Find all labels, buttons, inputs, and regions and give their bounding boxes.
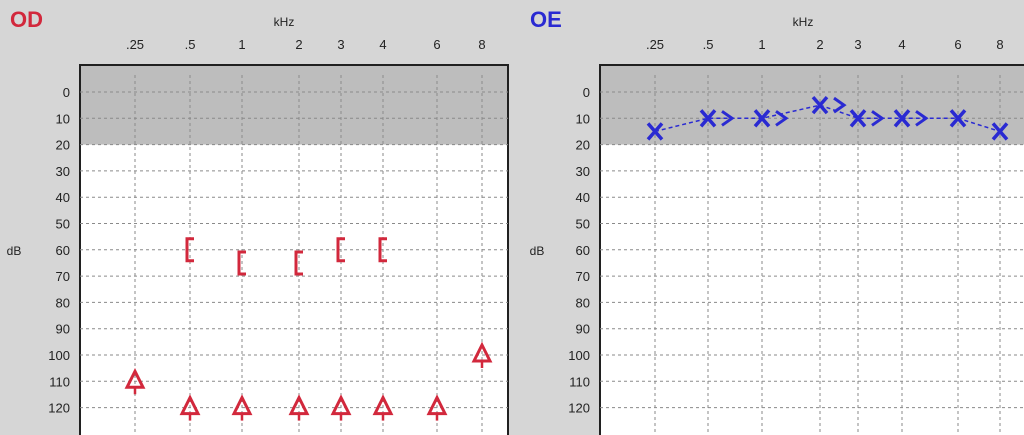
x-tick-label: 2 — [295, 37, 302, 52]
normal-hearing-band — [80, 65, 508, 145]
y-tick-label: 70 — [56, 269, 70, 284]
y-tick-label: 0 — [63, 85, 70, 100]
od-audiogram-panel: 0 10 20 30 40 50 60 70 80 90 100 110 120 .25 .5 1 2 3 4 6 8 O… — [7, 7, 509, 435]
masked-bone-marker — [871, 110, 885, 127]
y-tick-label: 30 — [56, 164, 70, 179]
air-conduction-marker — [991, 122, 1009, 141]
x-tick-label: 6 — [954, 37, 961, 52]
x-tick-label: .5 — [185, 37, 196, 52]
y-tick-label: 90 — [56, 322, 70, 337]
x-tick-label: 8 — [996, 37, 1003, 52]
x-tick-label: 8 — [478, 37, 485, 52]
y-tick-label: 110 — [49, 374, 70, 389]
y-axis-label: dB — [530, 244, 545, 258]
y-tick-label: 0 — [583, 85, 590, 100]
x-tick-label: .25 — [646, 37, 664, 52]
air-conduction-marker — [849, 109, 867, 128]
x-tick-label: .5 — [703, 37, 714, 52]
y-tick-label: 80 — [56, 295, 70, 310]
y-tick-label: 60 — [576, 243, 590, 258]
x-tick-label: 3 — [337, 37, 344, 52]
air-conduction-marker — [811, 95, 829, 115]
air-conduction-marker — [893, 109, 911, 128]
oe-audiogram-panel: 0 10 20 30 40 50 60 70 80 90 100 110 120 .25 .5 1 2 3 4 6 8 O… — [530, 7, 1024, 435]
masked-bone-marker — [721, 110, 735, 127]
x-tick-label: 6 — [433, 37, 440, 52]
series-line — [654, 104, 1001, 133]
air-conduction-marker — [699, 109, 717, 128]
bone-conduction-marker — [237, 250, 246, 276]
masked-bone-marker — [915, 110, 929, 127]
air-conduction-marker — [949, 109, 967, 128]
air-conduction-marker — [753, 109, 771, 128]
y-tick-label: 70 — [576, 269, 590, 284]
y-tick-label: 40 — [56, 190, 70, 205]
bone-conduction-marker — [185, 237, 194, 263]
bone-conduction-marker — [294, 250, 303, 276]
x-tick-label: 1 — [758, 37, 765, 52]
y-tick-label: 110 — [569, 374, 590, 389]
y-axis-label: dB — [7, 244, 22, 258]
x-tick-label: 3 — [854, 37, 861, 52]
x-tick-label: 4 — [379, 37, 386, 52]
x-tick-label: 1 — [238, 37, 245, 52]
x-tick-label: 2 — [816, 37, 823, 52]
masked-bone-marker — [775, 110, 789, 127]
masked-bone-marker — [833, 96, 847, 114]
plot-frame — [599, 64, 1024, 435]
y-tick-label: 120 — [568, 401, 590, 416]
y-tick-label: 50 — [576, 217, 590, 232]
y-tick-label: 40 — [576, 190, 590, 205]
bone-conduction-marker — [336, 237, 345, 263]
normal-hearing-band — [600, 65, 1024, 145]
y-tick-label: 90 — [576, 322, 590, 337]
y-tick-label: 30 — [576, 164, 590, 179]
y-tick-label: 10 — [576, 111, 590, 126]
y-tick-label: 10 — [56, 111, 70, 126]
y-tick-label: 20 — [576, 138, 590, 153]
y-tick-label: 20 — [56, 138, 70, 153]
x-tick-label: .25 — [126, 37, 144, 52]
y-tick-label: 100 — [48, 348, 70, 363]
x-axis-label: kHz — [274, 15, 295, 29]
x-tick-label: 4 — [898, 37, 905, 52]
panel-title: OD — [10, 7, 43, 32]
x-axis-label: kHz — [793, 15, 814, 29]
y-tick-label: 120 — [48, 401, 70, 416]
air-conduction-marker — [646, 122, 664, 141]
y-tick-label: 50 — [56, 217, 70, 232]
y-tick-label: 60 — [56, 243, 70, 258]
y-tick-label: 80 — [576, 295, 590, 310]
y-tick-label: 100 — [568, 348, 590, 363]
panel-title: OE — [530, 7, 562, 32]
bone-conduction-marker — [378, 237, 387, 263]
